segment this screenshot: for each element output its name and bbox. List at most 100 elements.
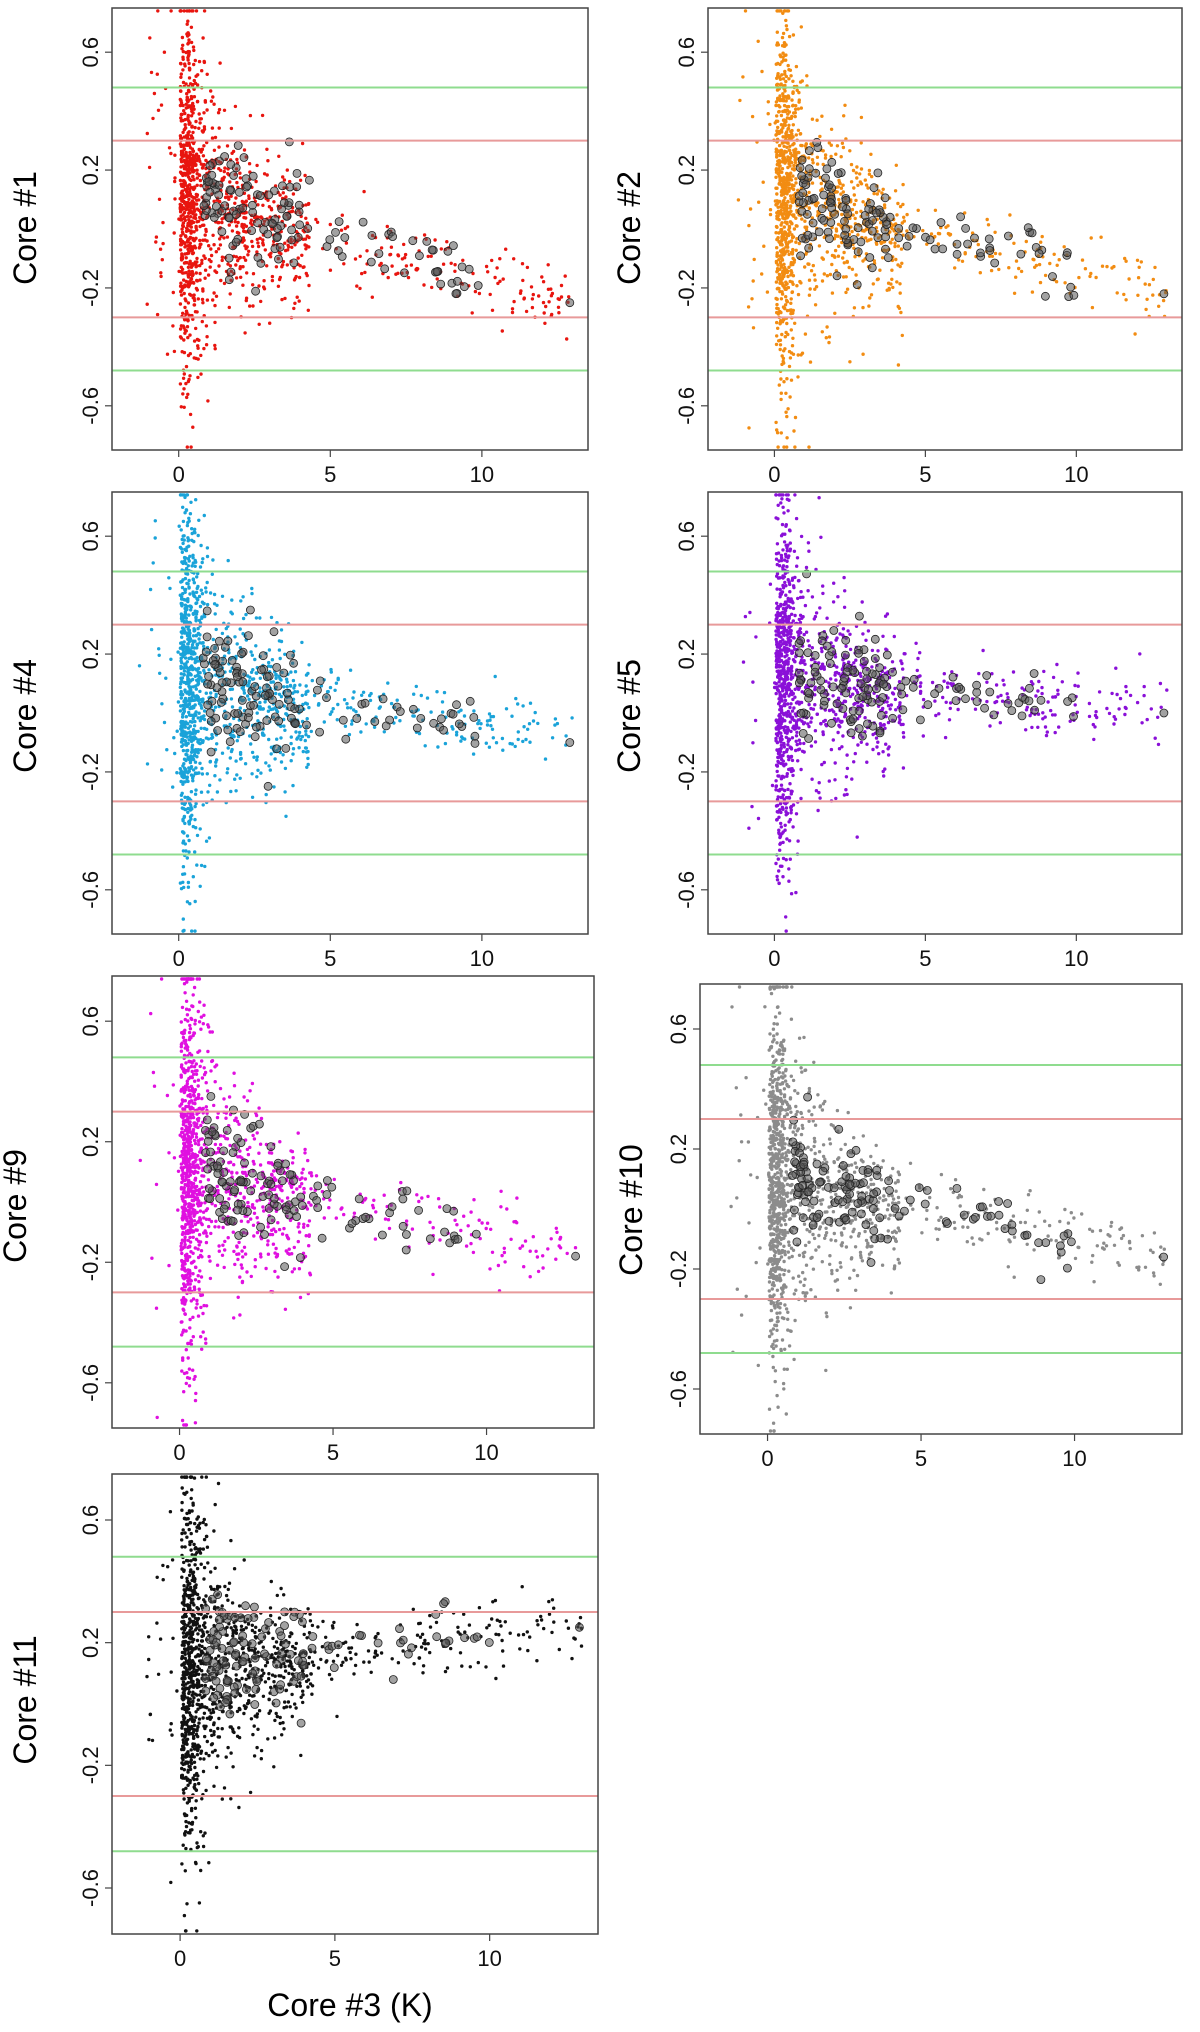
data-point	[181, 643, 185, 648]
data-point	[1045, 730, 1050, 734]
data-point	[289, 759, 293, 763]
data-point	[528, 740, 532, 744]
y-tick-label: 0.6	[674, 37, 699, 68]
data-point	[300, 693, 304, 698]
data-point	[241, 226, 246, 230]
data-point	[776, 125, 780, 130]
data-point	[936, 231, 941, 236]
data-point	[781, 359, 785, 364]
highlight-point	[238, 203, 248, 213]
data-point	[328, 712, 332, 716]
data-point	[217, 145, 221, 149]
data-point	[793, 321, 797, 325]
y-tick-label: -0.6	[78, 387, 103, 425]
data-point	[187, 163, 191, 168]
data-point	[285, 263, 289, 267]
data-point	[157, 647, 161, 651]
data-point	[788, 144, 792, 148]
data-point	[1161, 298, 1166, 303]
data-point	[1080, 258, 1085, 262]
data-point	[889, 241, 893, 245]
highlight-point	[275, 242, 285, 252]
data-point	[201, 557, 205, 561]
data-point	[398, 719, 402, 723]
data-point	[213, 612, 217, 616]
data-point	[179, 238, 183, 242]
data-point	[289, 670, 293, 674]
highlight-point	[292, 168, 302, 178]
data-point	[549, 294, 554, 298]
data-point	[784, 929, 788, 933]
data-point	[358, 286, 362, 291]
x-tick-label: 0	[768, 462, 780, 487]
data-point	[774, 202, 778, 207]
data-point	[181, 80, 186, 85]
data-point	[181, 819, 185, 823]
data-point	[181, 917, 185, 921]
data-point	[249, 218, 253, 222]
data-point	[302, 265, 306, 269]
highlight-point	[263, 229, 273, 239]
data-point	[783, 823, 787, 827]
data-point	[264, 761, 268, 765]
data-point	[191, 774, 195, 778]
data-point	[543, 757, 548, 761]
data-point	[168, 586, 172, 591]
data-point	[183, 62, 187, 66]
data-point	[201, 129, 206, 133]
data-point	[182, 672, 186, 677]
data-point	[803, 332, 808, 336]
data-point	[178, 382, 183, 386]
data-point	[179, 289, 183, 294]
data-point	[794, 177, 798, 181]
data-point	[179, 493, 183, 497]
highlight-point	[247, 200, 257, 210]
data-point	[850, 207, 855, 212]
data-point	[182, 814, 187, 819]
data-point	[184, 364, 189, 369]
highlight-point	[443, 246, 453, 256]
data-point	[504, 247, 508, 251]
data-point	[1123, 712, 1127, 717]
data-point	[837, 244, 841, 248]
data-point	[189, 114, 194, 118]
data-point	[778, 249, 783, 253]
data-point	[881, 750, 885, 754]
data-point	[187, 50, 191, 54]
data-point	[388, 252, 393, 257]
data-point	[350, 722, 354, 726]
data-point	[442, 690, 447, 695]
data-point	[787, 528, 792, 532]
data-point	[1094, 710, 1098, 714]
highlight-point	[427, 245, 437, 255]
data-point	[230, 229, 235, 233]
data-point	[793, 493, 797, 497]
data-point	[342, 698, 347, 702]
data-point	[1133, 332, 1137, 336]
data-point	[412, 692, 416, 696]
data-point	[191, 578, 196, 582]
data-point	[786, 274, 790, 279]
data-point	[182, 699, 186, 704]
highlight-point	[797, 171, 807, 181]
data-point	[186, 598, 190, 602]
data-point	[179, 652, 183, 656]
data-point	[222, 108, 227, 113]
data-point	[359, 730, 363, 734]
highlight-point	[217, 206, 227, 216]
data-point	[394, 715, 398, 720]
data-point	[204, 324, 209, 328]
data-point	[182, 9, 186, 13]
highlight-point	[1004, 231, 1013, 241]
data-point	[807, 206, 811, 210]
data-point	[198, 245, 202, 249]
data-point	[921, 734, 925, 738]
data-point	[901, 667, 905, 671]
highlight-point	[798, 188, 808, 198]
data-point	[845, 259, 849, 264]
data-point	[186, 741, 190, 746]
highlight-point	[225, 185, 235, 195]
data-point	[250, 244, 255, 249]
data-point	[834, 712, 838, 717]
data-point	[855, 835, 859, 839]
